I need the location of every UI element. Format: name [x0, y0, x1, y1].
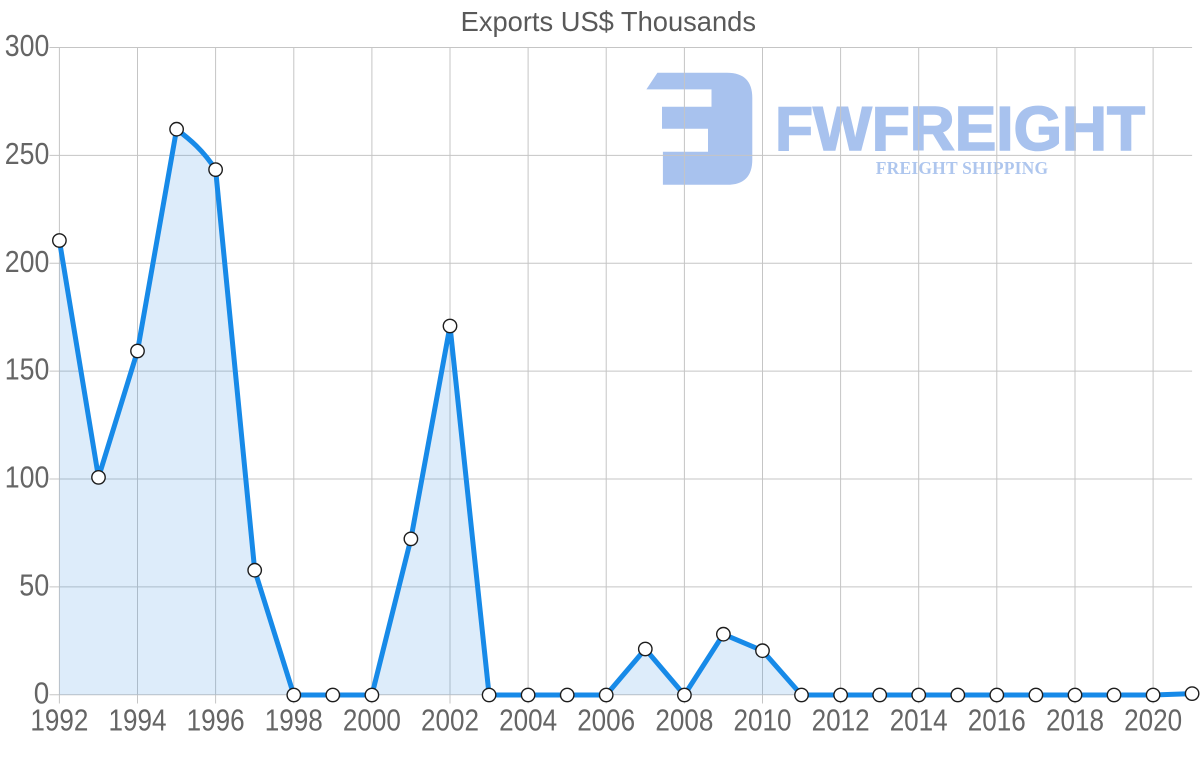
svg-text:FWFREIGHT: FWFREIGHT: [775, 95, 1145, 164]
svg-text:FREIGHT SHIPPING: FREIGHT SHIPPING: [876, 158, 1049, 178]
svg-text:150: 150: [5, 353, 50, 387]
svg-text:2000: 2000: [343, 704, 401, 738]
svg-text:300: 300: [5, 29, 50, 63]
svg-text:2006: 2006: [577, 704, 635, 738]
svg-text:2016: 2016: [968, 704, 1026, 738]
svg-text:2020: 2020: [1124, 704, 1182, 738]
svg-text:200: 200: [5, 245, 50, 279]
svg-text:0: 0: [34, 676, 50, 710]
svg-text:2002: 2002: [421, 704, 479, 738]
svg-text:1994: 1994: [109, 704, 167, 738]
svg-text:50: 50: [19, 568, 49, 602]
svg-text:250: 250: [5, 137, 50, 171]
svg-text:2018: 2018: [1046, 704, 1104, 738]
svg-text:2012: 2012: [812, 704, 870, 738]
svg-text:2004: 2004: [499, 704, 557, 738]
svg-text:1998: 1998: [265, 704, 323, 738]
svg-text:1992: 1992: [30, 704, 88, 738]
svg-text:2008: 2008: [655, 704, 713, 738]
svg-text:1996: 1996: [187, 704, 245, 738]
svg-text:2014: 2014: [890, 704, 948, 738]
svg-text:Exports US$ Thousands: Exports US$ Thousands: [461, 6, 756, 37]
svg-text:2010: 2010: [734, 704, 792, 738]
svg-text:100: 100: [5, 461, 50, 495]
